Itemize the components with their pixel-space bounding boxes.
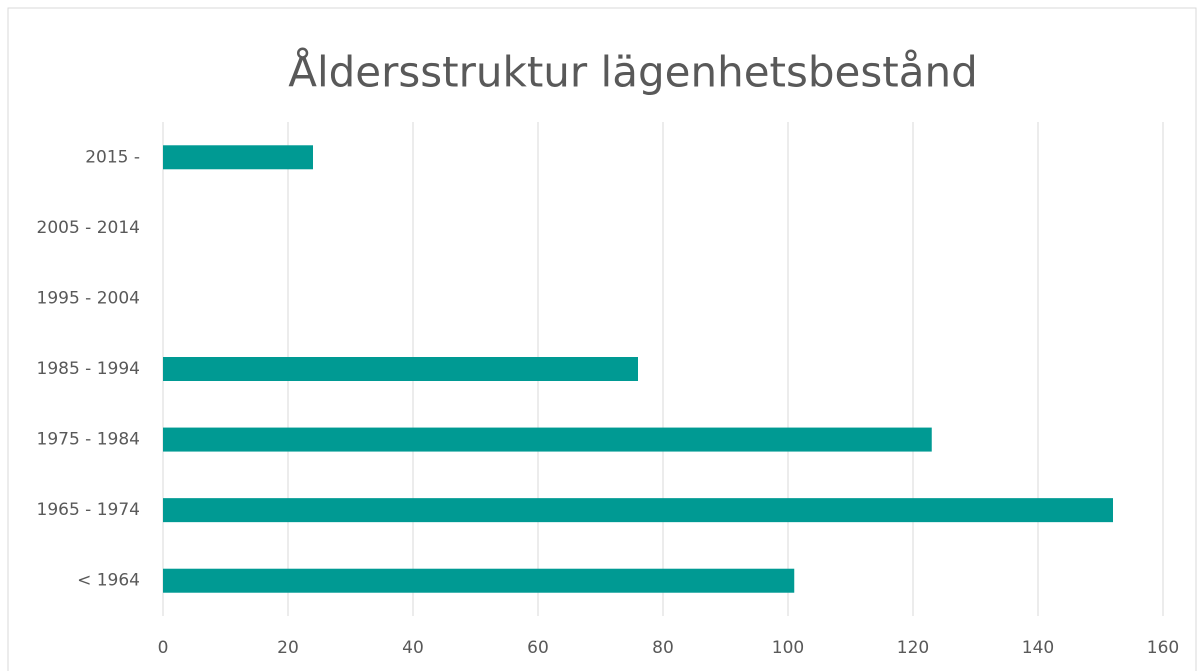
bar [163,498,1113,523]
y-tick-label: 2005 - 2014 [37,218,140,238]
x-tick-label: 40 [402,638,424,658]
x-tick-label: 120 [897,638,929,658]
y-tick-label: 1985 - 1994 [37,359,140,379]
bar [163,357,638,381]
chart-title: Åldersstruktur lägenhetsbestånd [288,47,978,97]
y-tick-label: 2015 - [85,147,140,167]
x-tick-label: 100 [772,638,804,658]
y-tick-label: 1995 - 2004 [37,288,140,308]
x-tick-label: 0 [158,638,169,658]
bar [163,145,313,170]
y-tick-label: < 1964 [77,571,140,591]
bar [163,568,795,593]
x-tick-label: 160 [1147,638,1179,658]
x-tick-label: 140 [1022,638,1054,658]
x-tick-label: 60 [527,638,549,658]
x-tick-label: 20 [277,638,299,658]
x-tick-label: 80 [652,638,674,658]
bar [163,427,932,452]
y-tick-label: 1975 - 1984 [37,430,140,450]
y-tick-label: 1965 - 1974 [37,500,140,520]
chart-border [7,7,1197,671]
